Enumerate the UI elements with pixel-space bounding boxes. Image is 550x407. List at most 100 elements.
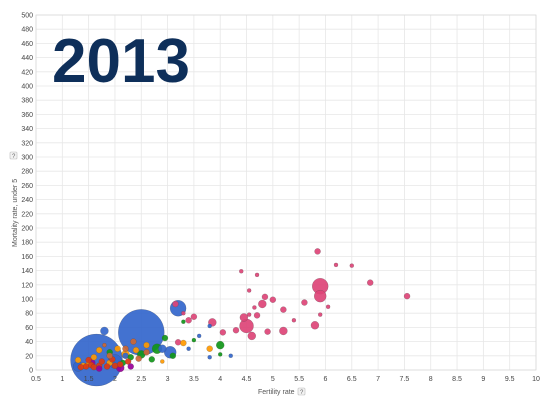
country-bubble[interactable] [403, 292, 411, 300]
y-tick-label: 0 [29, 368, 33, 375]
country-bubble[interactable] [174, 339, 182, 346]
country-bubble[interactable] [216, 340, 225, 350]
country-bubble[interactable] [132, 346, 140, 354]
country-bubble[interactable] [207, 323, 212, 329]
country-bubble[interactable] [228, 353, 233, 358]
country-bubble[interactable] [232, 327, 240, 334]
country-bubble[interactable] [261, 293, 269, 301]
x-tick-label: 4.5 [242, 376, 252, 383]
x-tick-label: 1 [60, 376, 64, 383]
y-tick-label: 280 [21, 169, 33, 176]
country-bubble[interactable] [253, 312, 261, 319]
country-bubble[interactable] [117, 361, 124, 368]
country-bubble[interactable] [85, 356, 92, 364]
country-bubble[interactable] [74, 356, 82, 364]
country-bubble[interactable] [191, 337, 197, 343]
country-bubble[interactable] [254, 272, 260, 278]
y-tick-label: 180 [21, 240, 33, 247]
y-tick-label: 240 [21, 197, 33, 204]
country-bubble[interactable] [367, 279, 374, 286]
country-bubble[interactable] [122, 345, 129, 352]
country-bubble[interactable] [246, 288, 252, 293]
country-bubble[interactable] [100, 326, 109, 336]
country-bubble[interactable] [258, 299, 267, 309]
y-tick-label: 160 [21, 254, 33, 261]
country-bubble[interactable] [130, 338, 137, 345]
country-bubble[interactable] [161, 334, 169, 342]
country-bubble[interactable] [95, 346, 103, 354]
x-tick-label: 0.5 [31, 376, 41, 383]
country-bubble[interactable] [186, 346, 191, 351]
country-bubble[interactable] [333, 262, 339, 268]
y-tick-label: 500 [21, 13, 33, 20]
country-bubble[interactable] [301, 299, 308, 306]
y-tick-label: 400 [21, 84, 33, 91]
country-bubble[interactable] [252, 305, 257, 310]
country-bubble[interactable] [318, 312, 323, 317]
country-bubble[interactable] [111, 362, 119, 369]
x-axis-help-icon: ? [300, 390, 304, 396]
country-bubble[interactable] [279, 326, 288, 336]
country-bubble[interactable] [239, 318, 254, 334]
x-tick-label: 5.5 [294, 376, 304, 383]
country-bubble[interactable] [127, 363, 134, 370]
country-bubble[interactable] [310, 321, 320, 330]
country-bubble[interactable] [103, 363, 111, 370]
country-bubble[interactable] [219, 329, 227, 336]
country-bubble[interactable] [207, 355, 212, 360]
y-tick-label: 220 [21, 211, 33, 218]
country-bubble[interactable] [143, 349, 150, 356]
country-bubble[interactable] [280, 306, 287, 313]
country-bubble[interactable] [106, 352, 113, 359]
country-bubble[interactable] [181, 311, 186, 316]
country-bubble[interactable] [77, 363, 84, 371]
country-bubble[interactable] [239, 313, 249, 322]
country-bubble[interactable] [314, 248, 321, 255]
country-bubble[interactable] [269, 296, 277, 303]
country-bubble[interactable] [90, 363, 98, 371]
country-bubble[interactable] [180, 339, 187, 347]
country-bubble[interactable] [185, 317, 192, 324]
country-bubble[interactable] [90, 354, 98, 361]
country-bubble[interactable] [172, 300, 179, 308]
country-bubble[interactable] [135, 355, 142, 362]
country-bubble[interactable] [246, 312, 252, 317]
y-tick-label: 380 [21, 98, 33, 105]
country-bubble[interactable] [124, 358, 132, 365]
x-tick-label: 1.5 [84, 376, 94, 383]
x-tick-label: 5 [271, 376, 275, 383]
country-bubble[interactable] [325, 304, 331, 310]
country-bubble[interactable] [143, 341, 150, 349]
y-tick-label: 40 [25, 339, 33, 346]
country-bubble[interactable] [114, 345, 121, 352]
y-tick-label: 60 [25, 325, 33, 332]
country-bubble[interactable] [190, 313, 198, 320]
country-bubble[interactable] [206, 345, 213, 352]
country-bubble[interactable] [169, 352, 177, 359]
country-bubble[interactable] [239, 269, 244, 274]
country-bubble[interactable] [247, 331, 256, 341]
y-axis-help-button[interactable]: ? [9, 151, 18, 160]
country-bubble[interactable] [98, 358, 105, 365]
x-tick-label: 6 [324, 376, 328, 383]
country-bubble[interactable] [160, 359, 165, 364]
country-bubble[interactable] [82, 363, 90, 370]
x-axis-label: Fertility rate [258, 389, 295, 396]
y-tick-label: 260 [21, 183, 33, 190]
country-bubble[interactable] [158, 344, 167, 353]
y-tick-label: 100 [21, 297, 33, 304]
country-bubble[interactable] [196, 333, 202, 339]
country-bubble[interactable] [291, 318, 297, 323]
country-bubble[interactable] [102, 342, 107, 348]
bubble-layer [70, 248, 411, 387]
x-axis-help-button[interactable]: ? [297, 387, 306, 396]
country-bubble[interactable] [95, 365, 103, 372]
country-bubble[interactable] [314, 289, 327, 303]
country-bubble[interactable] [264, 328, 271, 335]
country-bubble[interactable] [122, 352, 129, 359]
country-bubble[interactable] [181, 319, 186, 324]
y-tick-label: 320 [21, 140, 33, 147]
country-bubble[interactable] [148, 356, 155, 363]
country-bubble[interactable] [349, 263, 354, 268]
country-bubble[interactable] [218, 352, 223, 357]
